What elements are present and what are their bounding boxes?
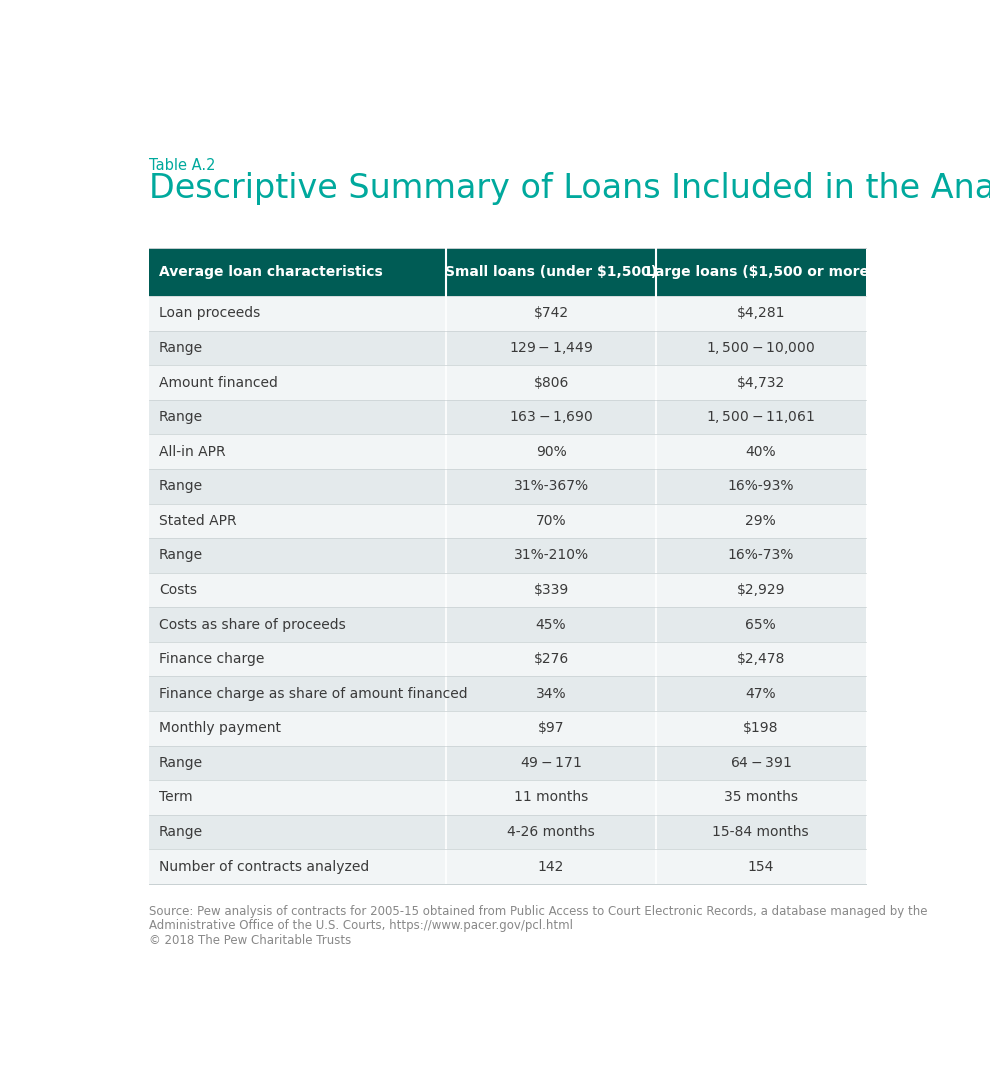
Bar bbox=[149, 296, 865, 331]
Bar bbox=[149, 249, 865, 296]
Bar bbox=[149, 366, 865, 400]
Text: 31%-210%: 31%-210% bbox=[514, 549, 589, 563]
Text: 34%: 34% bbox=[536, 687, 566, 701]
Text: 45%: 45% bbox=[536, 617, 566, 631]
Text: Number of contracts analyzed: Number of contracts analyzed bbox=[159, 860, 369, 874]
Text: 15-84 months: 15-84 months bbox=[713, 825, 809, 839]
Bar bbox=[149, 470, 865, 504]
Text: Administrative Office of the U.S. Courts, https://www.pacer.gov/pcl.html: Administrative Office of the U.S. Courts… bbox=[149, 920, 573, 933]
Text: $1,500-$11,061: $1,500-$11,061 bbox=[706, 410, 815, 426]
Bar bbox=[149, 849, 865, 884]
Text: $49-$171: $49-$171 bbox=[520, 756, 582, 770]
Bar bbox=[149, 608, 865, 642]
Text: 16%-93%: 16%-93% bbox=[728, 479, 794, 493]
Bar bbox=[149, 572, 865, 608]
Bar bbox=[149, 746, 865, 780]
Text: Amount financed: Amount financed bbox=[159, 375, 278, 389]
Text: $806: $806 bbox=[534, 375, 569, 389]
Text: Range: Range bbox=[159, 411, 203, 425]
Text: 47%: 47% bbox=[745, 687, 776, 701]
Text: Finance charge: Finance charge bbox=[159, 652, 264, 666]
Text: © 2018 The Pew Charitable Trusts: © 2018 The Pew Charitable Trusts bbox=[149, 935, 351, 948]
Text: $4,732: $4,732 bbox=[737, 375, 785, 389]
Text: Monthly payment: Monthly payment bbox=[159, 721, 281, 735]
Text: $2,929: $2,929 bbox=[737, 583, 785, 597]
Text: $129-$1,449: $129-$1,449 bbox=[509, 340, 593, 356]
Text: Table A.2: Table A.2 bbox=[149, 158, 216, 173]
Text: Finance charge as share of amount financed: Finance charge as share of amount financ… bbox=[159, 687, 467, 701]
Text: $742: $742 bbox=[534, 307, 568, 321]
Text: Range: Range bbox=[159, 479, 203, 493]
Text: 31%-367%: 31%-367% bbox=[514, 479, 589, 493]
Text: Source: Pew analysis of contracts for 2005-15 obtained from Public Access to Cou: Source: Pew analysis of contracts for 20… bbox=[149, 905, 928, 918]
Bar bbox=[149, 780, 865, 815]
Text: Small loans (under $1,500): Small loans (under $1,500) bbox=[446, 265, 657, 280]
Text: 35 months: 35 months bbox=[724, 790, 798, 804]
Text: $339: $339 bbox=[534, 583, 568, 597]
Bar bbox=[149, 642, 865, 676]
Text: 4-26 months: 4-26 months bbox=[507, 825, 595, 839]
Bar bbox=[149, 400, 865, 434]
Text: Range: Range bbox=[159, 549, 203, 563]
Text: 65%: 65% bbox=[745, 617, 776, 631]
Text: $97: $97 bbox=[538, 721, 564, 735]
Text: Costs as share of proceeds: Costs as share of proceeds bbox=[159, 617, 346, 631]
Text: Costs: Costs bbox=[159, 583, 197, 597]
Text: 142: 142 bbox=[538, 860, 564, 874]
Text: $163-$1,690: $163-$1,690 bbox=[509, 410, 593, 426]
Bar bbox=[149, 711, 865, 746]
Text: $64-$391: $64-$391 bbox=[730, 756, 792, 770]
Bar bbox=[149, 504, 865, 538]
Text: 154: 154 bbox=[747, 860, 774, 874]
Bar bbox=[149, 434, 865, 470]
Bar bbox=[149, 815, 865, 849]
Text: Descriptive Summary of Loans Included in the Analysis: Descriptive Summary of Loans Included in… bbox=[149, 172, 990, 205]
Text: Loan proceeds: Loan proceeds bbox=[159, 307, 260, 321]
Text: 90%: 90% bbox=[536, 445, 566, 459]
Text: Term: Term bbox=[159, 790, 193, 804]
Text: 29%: 29% bbox=[745, 513, 776, 527]
Text: $4,281: $4,281 bbox=[737, 307, 785, 321]
Text: Range: Range bbox=[159, 341, 203, 355]
Text: $2,478: $2,478 bbox=[737, 652, 785, 666]
Bar bbox=[149, 538, 865, 572]
Text: $1,500-$10,000: $1,500-$10,000 bbox=[706, 340, 815, 356]
Text: $276: $276 bbox=[534, 652, 568, 666]
Bar bbox=[149, 331, 865, 366]
Text: All-in APR: All-in APR bbox=[159, 445, 226, 459]
Text: Range: Range bbox=[159, 825, 203, 839]
Text: $198: $198 bbox=[742, 721, 778, 735]
Text: Stated APR: Stated APR bbox=[159, 513, 237, 527]
Text: 70%: 70% bbox=[536, 513, 566, 527]
Text: Large loans ($1,500 or more): Large loans ($1,500 or more) bbox=[646, 265, 875, 280]
Text: Average loan characteristics: Average loan characteristics bbox=[159, 265, 383, 280]
Text: 16%-73%: 16%-73% bbox=[728, 549, 794, 563]
Text: Range: Range bbox=[159, 756, 203, 770]
Text: 40%: 40% bbox=[745, 445, 776, 459]
Bar bbox=[149, 676, 865, 711]
Text: 11 months: 11 months bbox=[514, 790, 588, 804]
